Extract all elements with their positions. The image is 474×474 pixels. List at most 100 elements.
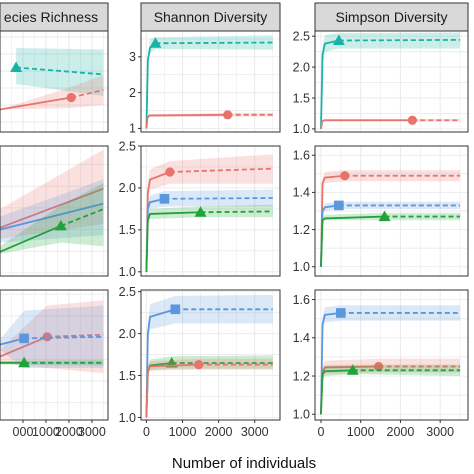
y-tick-label: 1.5	[119, 369, 136, 383]
curve-extrapolated-teal	[338, 38, 461, 42]
panel-plot-area	[320, 170, 461, 267]
x-tick-label: 1000	[32, 425, 60, 439]
marker-circle-red	[165, 167, 175, 177]
panel-border	[140, 145, 281, 277]
marker-circle-red	[223, 110, 233, 120]
curve-interpolated-red	[145, 113, 228, 129]
marker-triangle-green	[378, 210, 391, 222]
marker-triangle-green	[194, 206, 207, 217]
panel-border	[314, 145, 469, 277]
marker-triangle-teal	[10, 61, 23, 72]
x-tick-label: 0	[317, 425, 324, 439]
curve-interpolated-blue	[0, 202, 104, 231]
x-tick-label: 2000	[387, 425, 415, 439]
y-tick-label: 2.5	[293, 29, 310, 43]
panel-border	[140, 289, 281, 421]
x-tick-label: 1000	[169, 425, 197, 439]
y-tick-label: 1	[129, 122, 136, 136]
marker-triangle-green	[54, 219, 67, 231]
facet-strip	[314, 2, 469, 32]
y-tick-label: 1.5	[293, 91, 310, 105]
ribbon-red	[321, 119, 461, 129]
panel-border	[0, 289, 109, 421]
y-tick-label: 2	[129, 86, 136, 100]
panel-row3-col2: 1.0 1.5 2.0 2.5 0 1000 2000 3000	[119, 285, 281, 439]
panel-plot-area	[0, 48, 104, 111]
panel-grid	[315, 30, 468, 132]
ribbon-red	[0, 75, 104, 110]
curve-interpolated-red	[0, 335, 48, 358]
ribbon-green	[321, 364, 461, 415]
ribbon-blue	[0, 179, 104, 243]
panel-border	[0, 145, 109, 277]
curve-extrapolated-blue	[24, 335, 104, 340]
y-tick-label: 2.0	[293, 60, 310, 74]
panel-background	[0, 290, 108, 420]
panel-row1-col1: ecies Richness	[0, 2, 109, 133]
facet-strip-label: Simpson Diversity	[335, 9, 447, 25]
panel-plot-area	[0, 300, 104, 374]
ribbon-red	[146, 358, 273, 418]
marker-square-blue	[336, 308, 346, 318]
panel-grid	[0, 30, 108, 132]
curve-interpolated-green	[0, 225, 62, 253]
curve-interpolated-teal	[320, 39, 340, 129]
curve-extrapolated-teal	[155, 41, 273, 45]
panel-background	[0, 30, 108, 132]
facet-strip-label: ecies Richness	[4, 9, 98, 25]
x-tick-label: 3000	[241, 425, 269, 439]
panel-border	[314, 289, 469, 421]
curve-extrapolated-red	[169, 167, 273, 173]
y-tick-label: 2.0	[119, 327, 136, 341]
curve-interpolated-red	[0, 187, 104, 229]
y-tick-label: 1.6	[293, 149, 310, 163]
marker-square-blue	[159, 194, 170, 204]
panel-grid	[141, 146, 280, 276]
marker-circle-red	[66, 92, 76, 103]
panel-row2-col1	[0, 145, 109, 277]
panel-plot-area	[145, 35, 273, 129]
facet-strip	[140, 2, 281, 32]
x-tick-label: 2000	[205, 425, 233, 439]
x-tick-label: 3000	[426, 425, 454, 439]
curve-interpolated-red	[320, 119, 413, 130]
y-tick-label: 1.0	[293, 122, 310, 136]
y-tick-label: 1.0	[119, 411, 136, 425]
panel-background	[315, 30, 468, 132]
curve-extrapolated-red	[47, 333, 104, 338]
ribbon-blue	[321, 305, 461, 415]
marker-circle-red	[407, 115, 417, 125]
facet-strip	[0, 2, 109, 32]
y-tick-label: 1.2	[293, 223, 310, 237]
facet-strip-label: Shannon Diversity	[154, 9, 268, 25]
y-tick-label: 1.4	[293, 186, 310, 200]
y-tick-label: 1.0	[293, 408, 310, 422]
y-tick-label: 1.2	[293, 369, 310, 383]
marker-square-blue	[19, 333, 29, 344]
panel-plot-area	[320, 32, 461, 130]
ribbon-green	[146, 355, 273, 418]
marker-circle-red	[42, 332, 52, 342]
x-tick-label: 0	[143, 425, 150, 439]
panel-plot-area	[0, 149, 104, 254]
panel-row2-col2: 1.0 1.5 2.0 2.5	[119, 139, 281, 279]
y-tick-label: 1.5	[119, 223, 136, 237]
marker-square-blue	[170, 304, 181, 315]
y-tick-label: 1.0	[293, 260, 310, 274]
y-tick-label: 2.5	[119, 285, 136, 299]
facet-panels: ecies Richness 1 2 3 Shannon Diversity 1.0 1.5…	[0, 2, 469, 439]
ribbon-red	[146, 113, 273, 129]
ribbon-red	[321, 170, 461, 267]
ribbon-blue	[146, 189, 273, 272]
panel-grid	[0, 290, 108, 420]
curve-interpolated-green	[320, 369, 353, 415]
curve-extrapolated-red	[71, 89, 104, 99]
panel-plot-area	[145, 295, 273, 418]
curve-extrapolated-green	[200, 210, 273, 214]
marker-square-blue	[334, 200, 344, 211]
y-tick-label: 3	[129, 50, 136, 64]
y-tick-label: 1.4	[293, 331, 310, 345]
y-tick-label: 2.5	[119, 139, 136, 153]
